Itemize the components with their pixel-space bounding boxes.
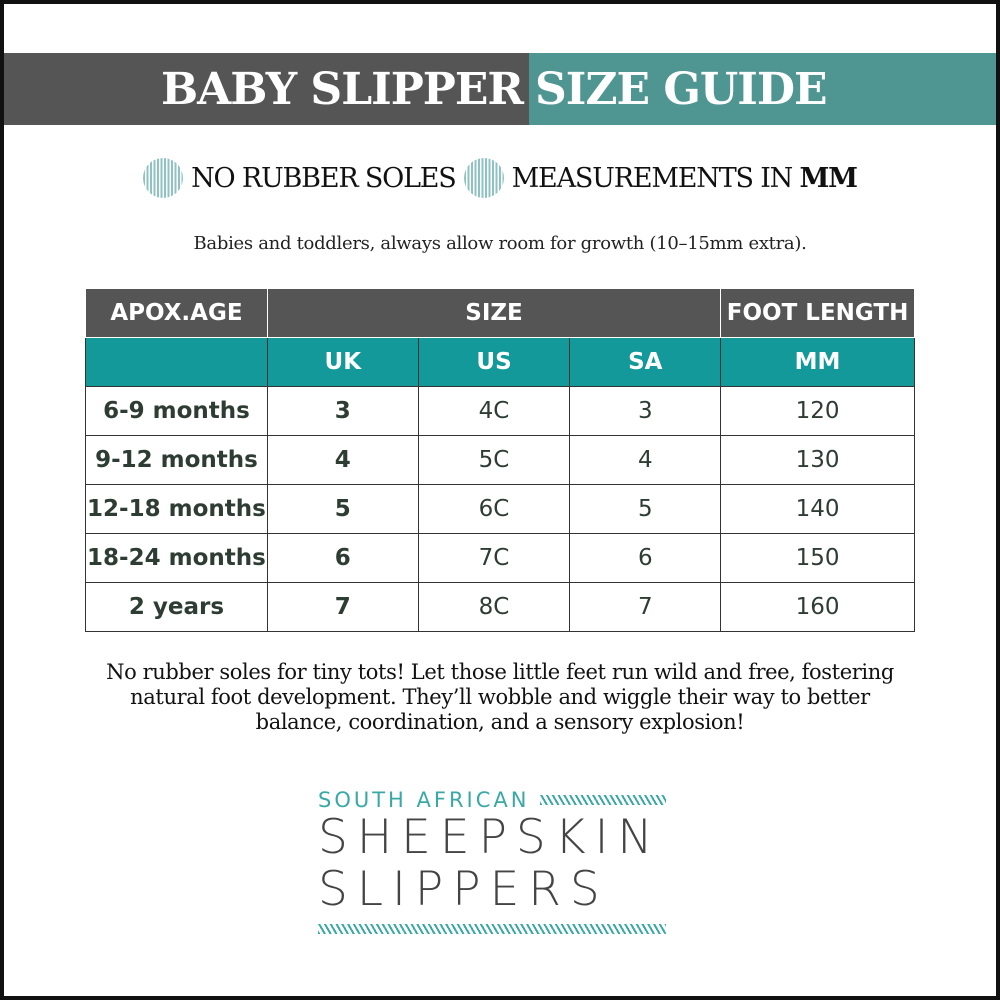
title-banner: BABY SLIPPER SIZE GUIDE	[4, 53, 996, 125]
subheader-empty	[85, 337, 268, 387]
cell-mm: 150	[720, 533, 915, 583]
cell-uk: 6	[266, 533, 419, 583]
table-row: 9-12 months 4 5C 4 130	[85, 435, 915, 485]
cell-age: 6-9 months	[85, 386, 268, 436]
feature-measurements-label: MEASUREMENTS IN	[511, 162, 800, 194]
cell-age: 18-24 months	[85, 533, 268, 583]
table-row: 18-24 months 6 7C 6 150	[85, 533, 915, 583]
cell-age: 9-12 months	[85, 435, 268, 485]
table-row: 6-9 months 3 4C 3 120	[85, 386, 915, 436]
cell-sa: 6	[569, 533, 722, 583]
description: No rubber soles for tiny tots! Let those…	[106, 660, 894, 734]
size-table: APOX.AGE SIZE FOOT LENGTH UK US SA MM 6-…	[85, 288, 915, 632]
cell-us: 6C	[417, 484, 571, 534]
cell-sa: 7	[569, 582, 722, 632]
logo-pattern-bottom	[318, 924, 666, 934]
cell-us: 8C	[417, 582, 571, 632]
header-age: APOX.AGE	[85, 288, 268, 338]
table-subheader-row: UK US SA MM	[85, 337, 915, 387]
table-header-row: APOX.AGE SIZE FOOT LENGTH	[85, 288, 915, 338]
cell-sa: 5	[569, 484, 722, 534]
subheader-mm: MM	[720, 337, 915, 387]
cell-mm: 130	[720, 435, 915, 485]
cell-age: 2 years	[85, 582, 268, 632]
title-part2: SIZE GUIDE	[535, 63, 828, 115]
striped-circle-icon	[143, 158, 184, 198]
title-part1: BABY SLIPPER	[160, 63, 524, 115]
logo-line3: SLIPPERS	[318, 862, 609, 917]
subheader-us: US	[417, 337, 571, 387]
feature-unit: MM	[799, 162, 859, 194]
cell-us: 4C	[417, 386, 571, 436]
cell-uk: 5	[266, 484, 419, 534]
table-row: 12-18 months 5 6C 5 140	[85, 484, 915, 534]
striped-circle-icon	[463, 158, 504, 198]
subheader-uk: UK	[266, 337, 419, 387]
growth-note: Babies and toddlers, always allow room f…	[193, 233, 807, 254]
cell-sa: 4	[569, 435, 722, 485]
cell-age: 12-18 months	[85, 484, 268, 534]
logo-line1: SOUTH AFRICAN	[318, 788, 530, 812]
cell-uk: 7	[266, 582, 419, 632]
brand-logo: SOUTH AFRICAN SHEEPSKIN SLIPPERS	[318, 788, 666, 934]
cell-us: 5C	[417, 435, 571, 485]
cell-uk: 3	[266, 386, 419, 436]
cell-us: 7C	[417, 533, 571, 583]
feature-no-rubber-soles: NO RUBBER SOLES	[191, 162, 457, 194]
header-size: SIZE	[266, 288, 722, 338]
logo-pattern	[539, 795, 666, 805]
logo-line2: SHEEPSKIN	[318, 810, 662, 865]
table-row: 2 years 7 8C 7 160	[85, 582, 915, 632]
subheader-sa: SA	[569, 337, 722, 387]
feature-measurements: MEASUREMENTS IN MM	[511, 162, 859, 194]
header-foot-length: FOOT LENGTH	[720, 288, 915, 338]
cell-mm: 160	[720, 582, 915, 632]
cell-uk: 4	[266, 435, 419, 485]
features-row: NO RUBBER SOLES MEASUREMENTS IN MM	[0, 158, 1000, 198]
cell-mm: 120	[720, 386, 915, 436]
cell-sa: 3	[569, 386, 722, 436]
cell-mm: 140	[720, 484, 915, 534]
